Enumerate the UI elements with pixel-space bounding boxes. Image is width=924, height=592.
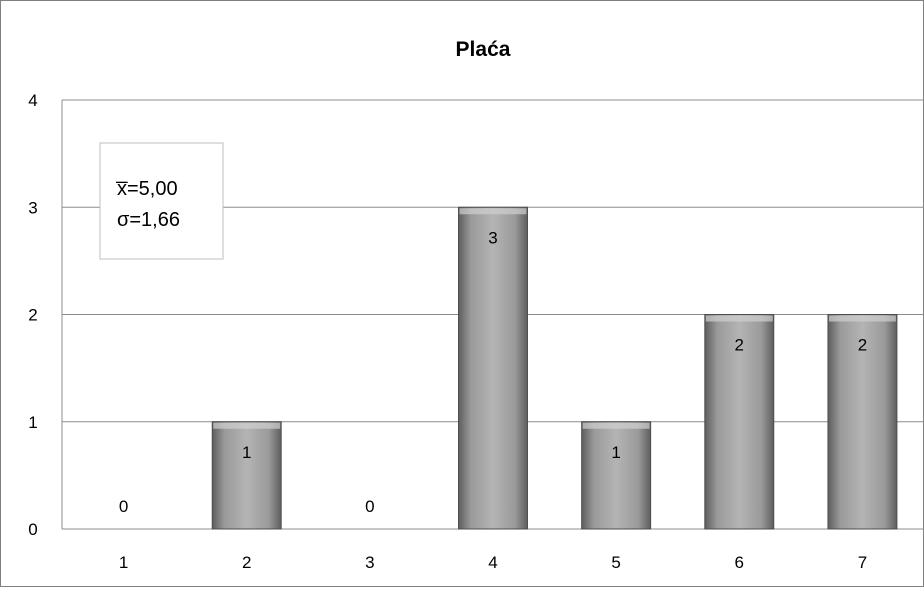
bar-bevel — [705, 315, 773, 322]
x-tick-label: 1 — [119, 553, 128, 572]
x-tick-label: 2 — [242, 553, 251, 572]
chart-title: Plaća — [456, 38, 511, 61]
mean-annotation: x̅=5,00 — [116, 178, 178, 200]
sd-annotation: σ=1,66 — [117, 209, 180, 231]
y-tick-label: 4 — [28, 91, 37, 110]
bar — [704, 314, 775, 530]
data-labels: 0 1 0 3 1 2 2 — [119, 228, 867, 516]
x-tick-label: 3 — [365, 553, 374, 572]
x-tick-label: 5 — [611, 553, 620, 572]
bar-bevel — [459, 208, 527, 215]
data-label: 1 — [242, 443, 251, 462]
y-tick-label: 0 — [28, 520, 37, 539]
y-tick-label: 2 — [28, 306, 37, 325]
x-tick-label: 7 — [858, 553, 867, 572]
stats-annotation: x̅=5,00 σ=1,66 — [99, 142, 224, 260]
data-label: 3 — [488, 228, 497, 247]
data-label: 2 — [858, 336, 867, 355]
bar-bevel — [828, 315, 896, 322]
bars — [211, 206, 898, 530]
y-axis-ticks: 0 1 2 3 4 — [28, 91, 37, 539]
x-axis-ticks: 1 2 3 4 5 6 7 — [119, 553, 867, 572]
bar — [458, 206, 528, 530]
x-tick-label: 6 — [735, 553, 744, 572]
data-label: 0 — [365, 497, 374, 516]
data-label: 2 — [735, 336, 744, 355]
y-tick-label: 3 — [28, 198, 37, 217]
gridlines — [61, 99, 924, 530]
x-tick-label: 4 — [488, 553, 497, 572]
y-tick-label: 1 — [28, 413, 37, 432]
bar — [827, 314, 898, 530]
bar-bevel — [213, 422, 281, 429]
bar-bevel — [582, 422, 650, 429]
bar — [581, 421, 652, 530]
data-label: 0 — [119, 497, 128, 516]
data-label: 1 — [611, 443, 620, 462]
bar — [211, 421, 282, 530]
stats-box — [99, 142, 224, 260]
